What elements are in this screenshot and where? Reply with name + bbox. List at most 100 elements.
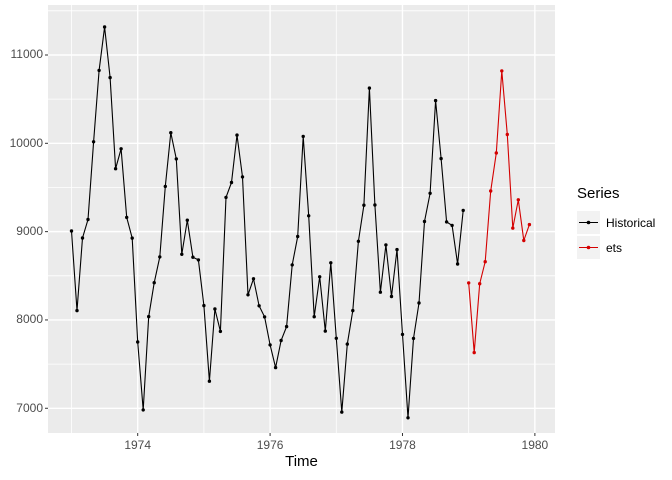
legend: Series Historical ets xyxy=(577,185,655,261)
legend-item-historical: Historical xyxy=(577,211,655,234)
data-point xyxy=(384,243,388,247)
data-point xyxy=(169,131,173,135)
data-point xyxy=(290,263,294,267)
data-point xyxy=(455,262,460,266)
data-point xyxy=(279,338,283,343)
data-point xyxy=(218,329,223,334)
data-point xyxy=(307,214,311,218)
data-point xyxy=(185,218,189,222)
data-point xyxy=(91,140,96,144)
data-point xyxy=(268,343,272,347)
y-axis-tick-label: 11000 xyxy=(10,47,43,62)
data-point xyxy=(527,222,532,227)
x-axis-tick-label: 1980 xyxy=(521,438,549,452)
data-point xyxy=(207,379,212,383)
data-point xyxy=(406,416,410,420)
data-point xyxy=(273,365,278,370)
series-line-historical xyxy=(70,26,464,418)
data-point xyxy=(257,304,261,308)
data-point xyxy=(367,86,372,90)
data-point xyxy=(345,342,349,346)
data-point xyxy=(174,157,178,161)
data-point xyxy=(235,133,239,137)
data-point xyxy=(489,189,493,193)
data-point xyxy=(224,195,228,200)
data-point xyxy=(102,25,107,29)
legend-item-ets: ets xyxy=(577,236,655,259)
y-axis-tick-label: 8000 xyxy=(16,312,43,327)
data-point xyxy=(461,208,465,213)
data-point xyxy=(329,261,333,265)
x-axis-tick-label: 1976 xyxy=(256,438,284,452)
data-point xyxy=(141,408,145,412)
legend-title: Series xyxy=(577,185,620,202)
data-point xyxy=(351,308,355,313)
data-point xyxy=(467,281,471,285)
data-point xyxy=(312,315,316,319)
data-point xyxy=(433,98,438,103)
data-point xyxy=(373,203,377,207)
data-point xyxy=(69,229,74,233)
data-point xyxy=(284,324,289,329)
data-point xyxy=(108,75,112,80)
legend-key-historical-icon xyxy=(577,211,600,234)
data-point xyxy=(152,281,156,285)
data-point xyxy=(262,315,267,319)
data-point xyxy=(340,410,344,414)
data-point xyxy=(196,258,201,262)
data-point xyxy=(97,68,101,73)
data-point xyxy=(356,239,361,243)
data-point xyxy=(494,151,498,155)
data-point xyxy=(86,217,90,222)
data-point xyxy=(191,255,195,259)
data-point xyxy=(147,314,151,319)
data-point xyxy=(130,236,134,240)
data-point xyxy=(505,132,509,137)
data-point xyxy=(478,282,482,286)
legend-item-label: ets xyxy=(606,240,623,255)
plot-panel xyxy=(48,5,555,433)
data-point xyxy=(75,308,79,313)
data-point xyxy=(213,307,217,311)
data-point xyxy=(439,156,443,161)
data-point xyxy=(472,350,476,355)
data-point xyxy=(113,167,118,171)
data-point xyxy=(229,180,234,185)
data-point xyxy=(395,247,399,252)
x-axis-tick-label: 1974 xyxy=(124,438,152,452)
x-axis-tick-label: 1978 xyxy=(389,438,416,452)
legend-item-label: Historical xyxy=(606,215,656,230)
data-point xyxy=(411,336,416,341)
data-point xyxy=(450,223,454,228)
data-point xyxy=(428,191,432,195)
data-point xyxy=(378,290,383,294)
data-point xyxy=(522,238,526,243)
data-point xyxy=(158,255,162,259)
y-axis-tick-label: 9000 xyxy=(16,224,43,239)
data-point xyxy=(180,252,184,256)
data-point xyxy=(362,203,366,207)
data-point xyxy=(444,220,449,224)
data-point xyxy=(251,277,256,281)
data-point xyxy=(323,329,327,333)
data-point xyxy=(296,234,300,239)
series-line-ets xyxy=(468,70,530,353)
data-point xyxy=(246,293,250,297)
legend-key-ets-icon xyxy=(577,236,600,259)
data-point xyxy=(389,294,394,299)
data-point xyxy=(483,260,487,264)
data-point xyxy=(417,301,421,305)
y-axis-tick-label: 10000 xyxy=(9,135,43,150)
data-point xyxy=(301,134,305,139)
x-axis-title: Time xyxy=(285,453,318,470)
data-point xyxy=(80,236,85,240)
data-point xyxy=(202,303,206,308)
data-point xyxy=(400,332,405,337)
data-point xyxy=(511,226,515,230)
data-point xyxy=(500,69,504,73)
data-point xyxy=(318,275,322,279)
data-point xyxy=(119,147,123,151)
data-point xyxy=(125,215,129,220)
